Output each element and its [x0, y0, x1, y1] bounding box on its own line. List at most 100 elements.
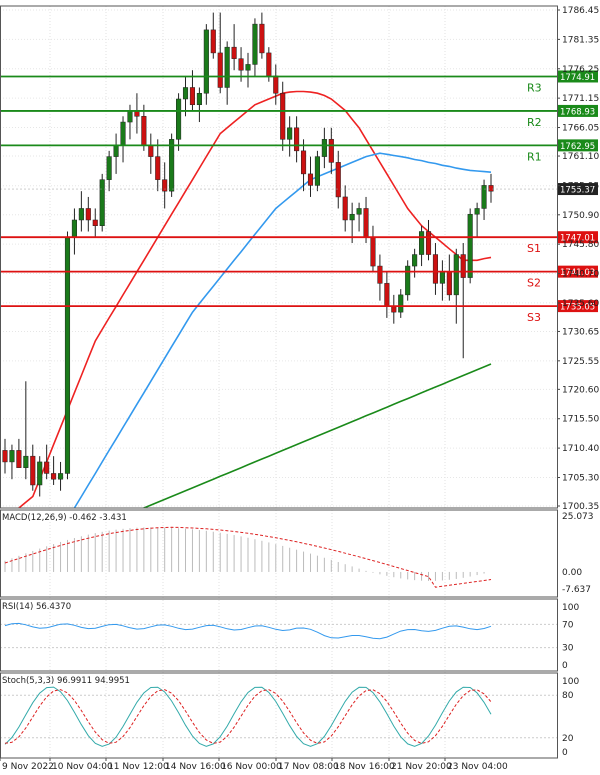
price-tick-label: 1705.30	[562, 473, 599, 483]
candles	[2, 12, 494, 497]
panel-frames	[0, 5, 558, 759]
time-tick-label: 17 Nov 08:00	[278, 762, 339, 772]
candle-body	[384, 283, 390, 307]
candle-body	[349, 213, 355, 221]
price-tick-label: 1755.95	[562, 182, 599, 192]
stoch-tick-label: 20	[562, 734, 574, 744]
stoch-tick-label: 100	[562, 677, 579, 687]
time-tick-label: 23 Nov 04:00	[447, 762, 508, 772]
level-price-box	[558, 139, 598, 152]
stoch-d-line	[4, 689, 492, 744]
candle-body	[162, 179, 168, 192]
last-price-label: 1755.37	[560, 186, 595, 196]
grid	[0, 6, 557, 758]
stoch-tick-label: 80	[562, 691, 574, 701]
level-label-s2: S2	[527, 277, 541, 290]
macd-tick-label: 0.00	[562, 568, 582, 578]
panel-frame	[0, 598, 558, 672]
candle-body	[57, 473, 64, 480]
price-tick-label: 1735.60	[562, 299, 599, 309]
candle-body	[44, 461, 50, 474]
price-tick-label: 1750.90	[562, 211, 599, 221]
candle-body	[99, 179, 105, 226]
candle-body	[155, 156, 161, 180]
level-label-s3: S3	[527, 311, 541, 324]
candle-body	[245, 64, 251, 71]
price-tick-label: 1720.60	[562, 385, 599, 395]
candle-body	[294, 127, 300, 152]
candle-body	[85, 208, 91, 221]
level-price-label: 1774.91	[560, 73, 595, 83]
candle-body	[71, 219, 77, 238]
pivot-levels: R3 1774.91 R2 1768.93 R1 1762.95 S1 1747.01 S2 17…	[0, 70, 598, 324]
candle-body	[238, 58, 244, 71]
candle-body	[176, 98, 182, 140]
level-price-box	[558, 104, 598, 117]
time-tick-label: 21 Nov 20:00	[391, 762, 452, 772]
candle-body	[148, 144, 154, 157]
stoch-tick-label: 0	[562, 748, 568, 758]
candle-body	[467, 213, 473, 278]
macd-tick-label: -7.637	[562, 585, 591, 595]
rsi-tick-label: 30	[562, 644, 574, 654]
candle-body	[314, 156, 320, 186]
candle-body	[412, 254, 418, 267]
price-tick-label: 1771.15	[562, 94, 599, 104]
candle-body	[9, 450, 15, 463]
level-price-box	[558, 231, 598, 244]
candle-body	[370, 237, 376, 267]
macd-signal-line	[4, 526, 492, 588]
price-tick-label: 1745.80	[562, 240, 599, 250]
level-price-label: 1741.03	[560, 268, 595, 278]
macd-panel: MACD(12,26,9) -0.462 -3.431 25.073 0.00 -7.…	[2, 512, 594, 595]
stoch-panel: Stoch(5,3,3) 96.9911 94.9951 100 80 20 0	[0, 676, 579, 758]
price-tick-label: 1761.10	[562, 152, 599, 162]
time-tick-label: 11 Nov 12:00	[108, 762, 169, 772]
candle-body	[425, 231, 432, 255]
candle-body	[439, 271, 445, 284]
candle-body	[127, 110, 133, 123]
candle-body	[377, 265, 383, 284]
candle-body	[300, 150, 307, 175]
level-label-r3: R3	[527, 81, 542, 94]
candle-body	[196, 92, 202, 106]
candle-body	[287, 127, 293, 140]
macd-tick-label: 25.073	[562, 512, 594, 522]
candle-body	[419, 231, 425, 255]
level-label-r2: R2	[527, 116, 542, 129]
level-price-label: 1747.01	[560, 234, 595, 244]
price-tick-label: 1776.25	[562, 65, 599, 75]
rsi-tick-label: 100	[562, 603, 579, 613]
price-tick-label: 1766.05	[562, 124, 599, 134]
candle-body	[2, 450, 8, 463]
time-tick-label: 16 Nov 00:00	[221, 762, 282, 772]
candle-body	[432, 254, 439, 284]
candle-body	[474, 208, 480, 215]
rsi-title: RSI(14) 56.4370	[2, 602, 71, 612]
candle-body	[51, 473, 57, 480]
level-price-box	[558, 300, 598, 313]
time-tick-label: 10 Nov 04:00	[52, 762, 113, 772]
panel-frame	[0, 672, 558, 759]
rsi-line	[4, 622, 492, 640]
time-tick-label: 18 Nov 16:00	[334, 762, 395, 772]
candle-body	[446, 271, 452, 296]
rsi-panel: RSI(14) 56.4370 100 70 30 0	[0, 602, 579, 671]
candle-body	[460, 254, 466, 278]
candle-body	[23, 455, 29, 468]
candle-body	[106, 156, 112, 180]
rsi-tick-label: 0	[562, 661, 568, 671]
price-tick-label: 1786.45	[562, 6, 599, 16]
candle-body	[30, 455, 36, 486]
price-tick-label: 1725.55	[562, 357, 599, 367]
stoch-k-line	[4, 686, 492, 747]
level-price-label: 1735.05	[560, 303, 595, 313]
candle-body	[453, 254, 459, 296]
ma-blue-line	[73, 152, 492, 508]
time-tick-label: 9 Nov 2022	[2, 762, 54, 772]
candle-body	[217, 52, 223, 88]
candle-body	[141, 116, 147, 146]
